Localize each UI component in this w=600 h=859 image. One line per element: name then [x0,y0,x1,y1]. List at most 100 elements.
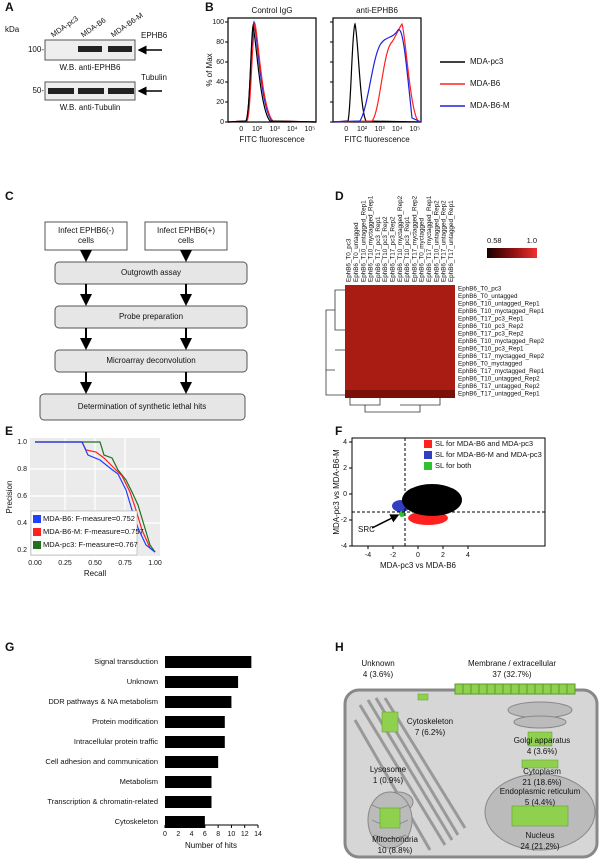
hit [381,711,399,733]
lane-label: MDA-B6 [79,16,107,40]
x-tick-label: 0 [416,552,420,559]
y-tick-label: 2 [343,465,347,472]
point-cloud [402,484,462,516]
y-tick-label: 0.2 [17,547,27,554]
hit [521,759,559,769]
compartment-name: Cytoskeleton [407,717,453,726]
panel-letter: F [335,424,342,438]
band [108,46,132,52]
x-tick-label: 10² [357,126,368,133]
x-tick-label: 2 [441,552,445,559]
compartment-count: 1 (0.9%) [373,776,404,785]
row-label: EphB6_T10_pc3_Rep1 [458,346,524,353]
curve [227,23,317,123]
legend-label: SL for both [435,461,471,470]
column-label: EphB6_T17_pc3_Rep1 [375,216,382,282]
curve [227,21,317,123]
column-label: EphB6_T17_untagged_Rep1 [448,200,455,282]
x-tick-label: -4 [365,552,371,559]
bar [165,716,225,728]
compartment-name: Mitochondria [372,835,418,844]
y-tick-label: 4 [343,439,347,446]
column-label: EphB6_T17_myctagged_Rep1 [426,195,433,282]
arrow [371,514,400,529]
legend-swatch [33,541,41,549]
category-label: Intracellular protein traffic [74,737,158,746]
plot-frame [351,437,546,547]
compartment-count: 7 (6.2%) [415,728,446,737]
plot-title: Control IgG [252,6,293,15]
bar [165,676,239,688]
pr-plot [30,438,160,556]
legend-label: MDA-pc3 [470,57,504,66]
x-tick-label: 0 [239,126,243,133]
dendrogram [325,289,441,413]
protein-label: EPHB6 [141,31,168,40]
cytoskeleton [353,697,467,851]
annotation: SRC [358,525,375,534]
x-tick-label: 0 [163,831,167,838]
axis-label: Precision [5,481,14,514]
golgi [513,715,567,729]
column-label: EphB6_T17_untagged_Rep2 [441,200,448,282]
band [48,88,74,94]
y-tick-label: 80 [216,39,224,46]
band [108,88,134,94]
protein-label: Tubulin [141,73,167,82]
category-label: Cytoskeleton [115,817,158,826]
compartment-count: 37 (32.7%) [492,670,531,679]
scatter-plot [351,437,546,547]
x-tick-label: 0.75 [118,560,132,567]
row-label: EphB6_T10_untagged_Rep1 [458,301,540,308]
axis-label: MDA-pc3 vs MDA-B6-M [332,449,341,535]
legend-swatch [424,462,432,470]
category-label: Cell adhesion and communication [45,757,158,766]
x-tick-label: 10³ [270,126,281,133]
row-label: EphB6_T0_untagged [458,293,518,300]
column-label: EphB6_T10_myctagged_Rep2 [397,195,404,282]
y-tick-label: 60 [216,59,224,66]
hit [417,693,429,701]
flow-plots [227,17,422,123]
axis-label: % of Max [205,53,214,86]
panel-letter: D [335,189,344,203]
compartment-count: 5 (4.4%) [525,798,556,807]
caption: W.B. anti-EPHB6 [60,63,121,72]
legend-swatch [424,451,432,459]
box-label: Infect EPHB6(+) cells [157,226,215,245]
row-label: EphB6_T17_myctagged_Rep1 [458,368,545,375]
legend-swatch [33,528,41,536]
row-label: EphB6_T17_pc3_Rep2 [458,331,524,338]
x-tick-label: 0 [344,126,348,133]
marker: 50- [32,86,44,95]
x-tick-label: 10⁴ [287,126,298,133]
y-tick-label: 0 [220,119,224,126]
plot-title: anti-EPHB6 [356,6,398,15]
bar [165,756,219,768]
legend-label: MDA-B6: F-measure=0.752 [43,514,135,523]
compartment-count: 21 (18.6%) [522,778,561,787]
y-tick-label: 0.8 [17,466,27,473]
legend-label: MDA-pc3: F-measure=0.767 [43,540,138,549]
column-label: EphB6_T10_untagged_Rep2 [433,200,440,282]
box-label: Probe preparation [119,312,183,321]
panel-letter: E [5,424,13,438]
row-label: EphB6_T10_pc3_Rep2 [458,323,524,330]
box [39,393,246,421]
panel-letter: C [5,189,14,203]
box [54,305,248,329]
category-label: DDR pathways & NA metabolism [48,697,158,706]
legend-swatch [33,515,41,523]
category-label: Protein modification [92,717,158,726]
box-label: Infect EPHB6(-) cells [58,226,114,245]
box-label: Determination of synthetic lethal hits [78,402,207,411]
panel-letter: H [335,640,344,654]
colorbar-label: 0.58 [487,236,502,245]
bar [165,776,212,788]
axis-label: Number of hits [185,841,237,850]
axis-label: FITC fluorescence [344,135,410,144]
category-label: Transcription & chromatin-related [47,797,158,806]
x-tick-label: 0.00 [28,560,42,567]
